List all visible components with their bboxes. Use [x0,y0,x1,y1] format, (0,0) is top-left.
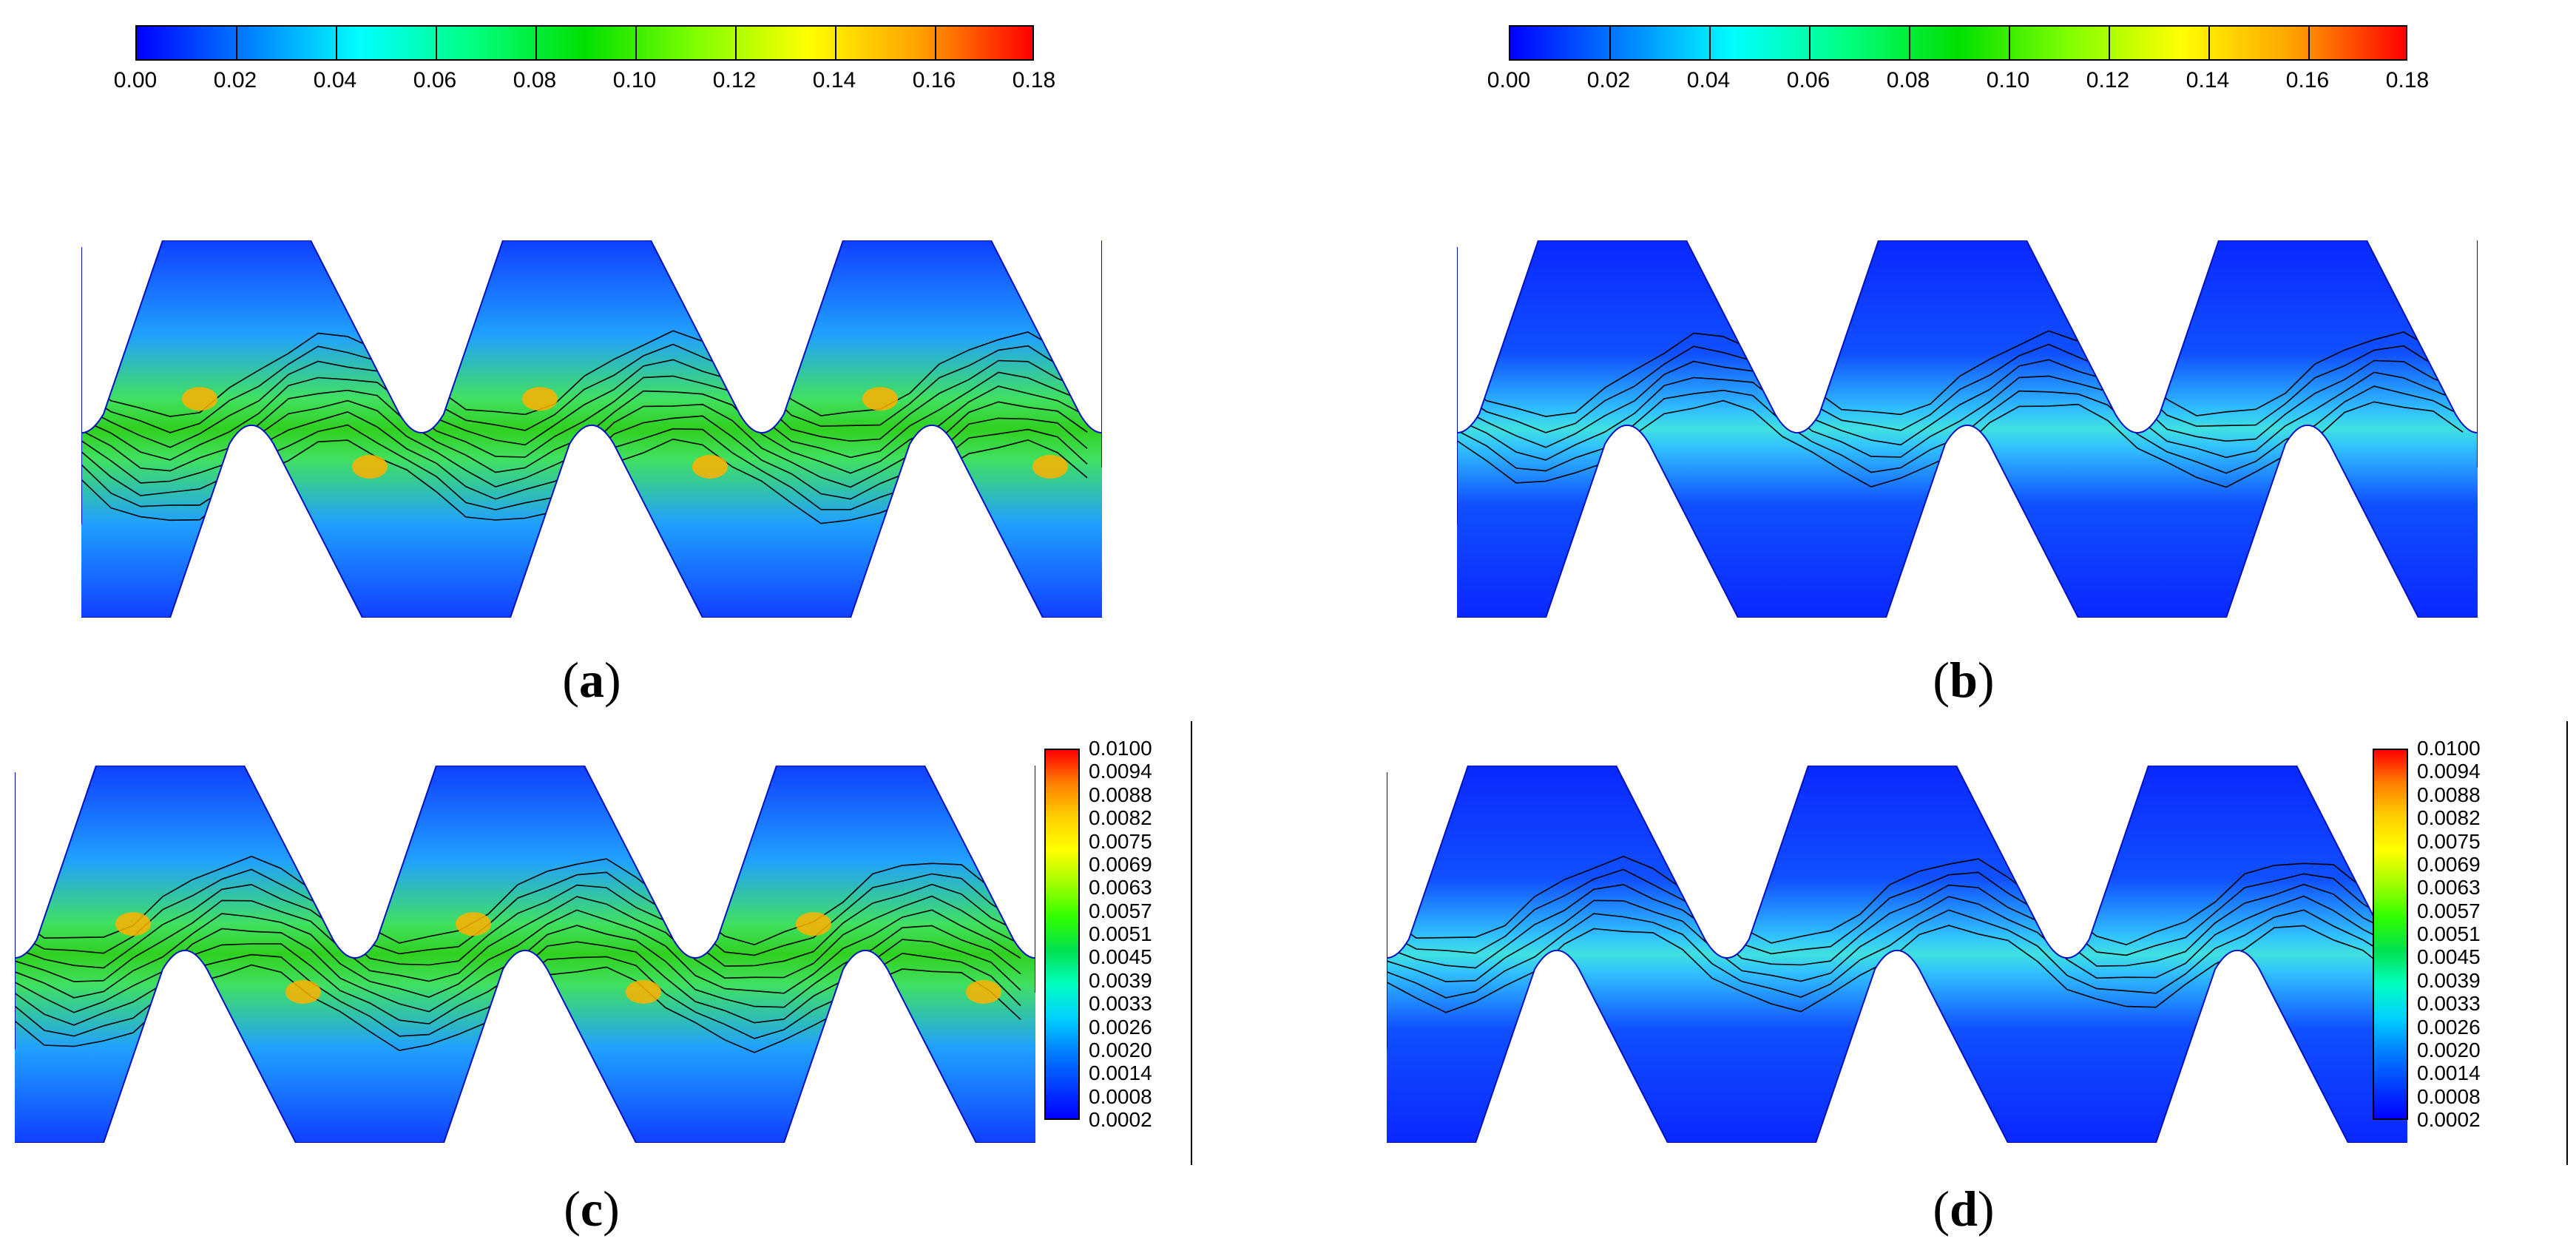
divider-right [2566,721,2568,1165]
colorbar-side-tick-label: 0.0082 [1089,806,1152,830]
colorbar-side-tick-label: 0.0094 [2417,760,2481,783]
colorbar-segment-divider [1709,27,1711,61]
colorbar-side-tick-label: 0.0020 [2417,1038,2481,1061]
colorbar-tick-label: 0.16 [2285,68,2330,92]
colorbar-segment-divider [236,27,237,61]
colorbar-side-right [2373,749,2408,1120]
colorbar-side-tick-label: 0.0069 [1089,852,1152,876]
contour-plot-d [1387,766,2407,1143]
colorbar-segment-divider [2308,27,2310,61]
colorbar-side-tick-label: 0.0026 [1089,1015,1152,1039]
contour-plot-a [81,240,1102,618]
colorbar-segment-divider [2208,27,2210,61]
colorbar-segment-divider [336,27,337,61]
colorbar-side-tick-label: 0.0075 [1089,829,1152,853]
colorbar-side-tick-label: 0.0063 [1089,876,1152,899]
colorbar-side-tick-label: 0.0002 [2417,1108,2481,1131]
contour-plot-b [1457,240,2478,618]
colorbar-tick-label: 0.12 [2086,68,2130,92]
colorbar-tick-label: 0.18 [2385,68,2430,92]
panel-label-b: (b) [1933,652,1995,708]
colorbar-side-tick-label: 0.0045 [2417,945,2481,969]
contour-plot-c [15,766,1035,1143]
colorbar-side-tick-label: 0.0082 [2417,806,2481,830]
colorbar-side-tick-label: 0.0051 [1089,922,1152,945]
colorbar-side-tick-label: 0.0088 [1089,783,1152,806]
colorbar-tick-label: 0.04 [313,68,357,92]
colorbar-side-tick-label: 0.0020 [1089,1038,1152,1061]
colorbar-side-tick-label: 0.0002 [1089,1108,1152,1131]
colorbar-side-tick-label: 0.0094 [1089,760,1152,783]
colorbar-segment-divider [2009,27,2010,61]
colorbar-tick-label: 0.18 [1012,68,1056,92]
panel-label-d: (d) [1933,1181,1995,1237]
colorbar-tick-label: 0.08 [1886,68,1930,92]
colorbar-side-tick-label: 0.0100 [2417,737,2481,760]
colorbar-segment-divider [835,27,836,61]
colorbar-side-tick-label: 0.0075 [2417,829,2481,853]
panel-label-c: (c) [564,1181,620,1237]
colorbar-side-tick-label: 0.0063 [2417,876,2481,899]
colorbar-segment-divider [436,27,437,61]
colorbar-side-tick-label: 0.0014 [1089,1061,1152,1085]
colorbar-tick-label: 0.06 [413,68,457,92]
colorbar-side-tick-label: 0.0033 [1089,992,1152,1016]
colorbar-tick-label: 0.08 [513,68,557,92]
colorbar-top-left [135,25,1034,61]
colorbar-segment-divider [1609,27,1611,61]
colorbar-segment-divider [2109,27,2110,61]
colorbar-segment-divider [735,27,737,61]
colorbar-segment-divider [1909,27,1910,61]
colorbar-tick-label: 0.12 [712,68,757,92]
colorbar-side-tick-label: 0.0014 [2417,1061,2481,1085]
colorbar-side-tick-label: 0.0088 [2417,783,2481,806]
colorbar-side-tick-label: 0.0008 [1089,1084,1152,1108]
colorbar-side-tick-label: 0.0039 [1089,968,1152,992]
colorbar-tick-label: 0.00 [1487,68,1531,92]
colorbar-side-tick-label: 0.0033 [2417,992,2481,1016]
colorbar-side-tick-label: 0.0051 [2417,922,2481,945]
colorbar-tick-label: 0.14 [812,68,856,92]
colorbar-side-tick-label: 0.0039 [2417,968,2481,992]
colorbar-side-tick-label: 0.0045 [1089,945,1152,969]
colorbar-tick-label: 0.04 [1686,68,1731,92]
colorbar-segment-divider [535,27,537,61]
colorbar-tick-label: 0.02 [1586,68,1631,92]
colorbar-side-tick-label: 0.0057 [2417,899,2481,922]
colorbar-side-tick-label: 0.0069 [2417,852,2481,876]
colorbar-tick-label: 0.16 [912,68,956,92]
colorbar-tick-label: 0.10 [1986,68,2030,92]
colorbar-tick-label: 0.00 [113,68,158,92]
colorbar-side-tick-label: 0.0008 [2417,1084,2481,1108]
panel-label-a: (a) [562,652,621,708]
colorbar-segment-divider [1809,27,1811,61]
colorbar-side-tick-label: 0.0026 [2417,1015,2481,1039]
colorbar-side-tick-label: 0.0057 [1089,899,1152,922]
colorbar-side-left [1044,749,1080,1120]
divider-left [1191,721,1192,1165]
colorbar-tick-label: 0.02 [213,68,257,92]
colorbar-tick-label: 0.14 [2185,68,2230,92]
colorbar-side-tick-label: 0.0100 [1089,737,1152,760]
colorbar-segment-divider [935,27,936,61]
colorbar-tick-label: 0.06 [1786,68,1830,92]
colorbar-segment-divider [635,27,637,61]
colorbar-top-right [1509,25,2407,61]
colorbar-tick-label: 0.10 [612,68,657,92]
